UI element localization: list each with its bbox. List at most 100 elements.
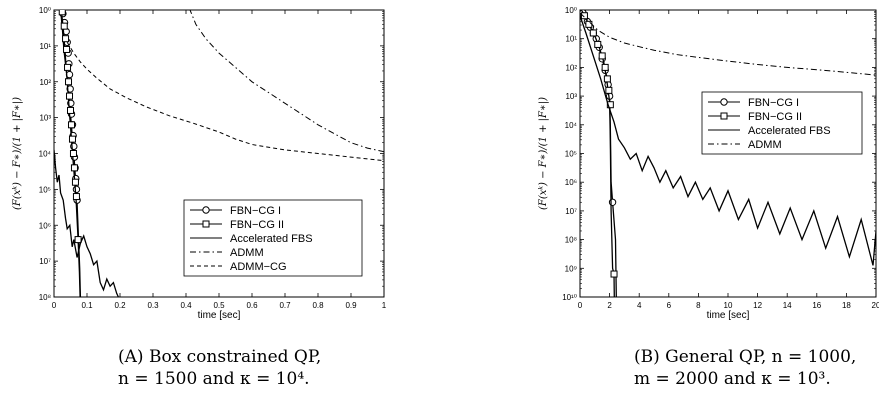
square-marker: [603, 75, 611, 83]
square-marker: [585, 20, 593, 28]
square-marker: [67, 121, 75, 129]
square-marker: [601, 63, 609, 71]
square-marker: [60, 22, 68, 30]
circle-marker: [608, 198, 617, 206]
panel-a: 0 0.1 0.2 0.3 0.4 0.5 0.6 0.7 0.8 0.9 1 10⁸ 10⁷ 10⁶ 10…: [12, 6, 387, 321]
x-tick-label: 10: [724, 301, 733, 310]
square-marker: [598, 52, 606, 60]
legend-label: Accelerated FBS: [230, 233, 313, 245]
series-group: [580, 10, 876, 297]
x-tick-label: 0.9: [345, 301, 357, 310]
x-tick-label: 0.1: [81, 301, 93, 310]
x-axis-label: time [sec]: [707, 310, 750, 321]
x-tick-label: 12: [753, 301, 762, 310]
legend-circle-marker: [202, 206, 210, 214]
y-tick-label: 10⁸: [565, 236, 577, 245]
y-axis-label: (F(xᵏ) − F∗)/(1 + |F∗|): [12, 97, 23, 210]
y-tick-label: 10⁷: [565, 207, 577, 216]
square-marker: [606, 101, 614, 109]
square-marker: [71, 178, 79, 186]
x-tick-label: 0.6: [246, 301, 258, 310]
x-tick-label: 2: [607, 301, 612, 310]
legend-label: ADMM: [748, 139, 782, 151]
legend-square-marker: [720, 112, 728, 120]
square-marker: [64, 63, 72, 71]
x-tick-label: 0.5: [213, 301, 225, 310]
square-marker: [589, 29, 597, 37]
square-marker: [69, 150, 77, 157]
series-line-4: [66, 42, 384, 162]
square-marker: [65, 78, 73, 86]
legend: FBN−CG I FBN−CG II Accelerated FBS ADMM: [701, 91, 863, 155]
x-axis-label: time [sec]: [198, 310, 241, 321]
series-group: [54, 10, 384, 297]
y-tick-label: 10³: [39, 114, 51, 123]
y-tick-label: 10²: [39, 78, 51, 87]
x-tick-label: 16: [812, 301, 821, 310]
square-marker: [63, 45, 71, 53]
legend-circle-marker: [720, 98, 728, 106]
square-marker: [67, 106, 74, 114]
panel-b: 0 2 4 6 8 10 12 14 16 18 20 10¹⁰ 10⁹ 10⁸ 10⁷ 10⁶ 10⁵ 10⁴ 1…: [538, 6, 879, 321]
x-tick-label: 0.7: [279, 301, 291, 310]
legend-label: FBN−CG II: [230, 219, 284, 231]
circle-marker: [66, 85, 74, 93]
square-marker: [72, 193, 80, 201]
y-tick-label: 10⁸: [39, 293, 51, 302]
y-tick-label: 10⁶: [565, 178, 577, 187]
x-tick-label: 0.3: [147, 301, 159, 310]
series-line-3: [580, 12, 876, 76]
x-tick-label: 20: [872, 301, 879, 310]
x-tick-label: 0: [578, 301, 583, 310]
square-marker: [580, 12, 588, 20]
x-tick-label: 8: [696, 301, 701, 310]
y-tick-label: 10⁶: [39, 221, 51, 230]
caption-b: (B) General QP, n = 1000, m = 2000 and κ…: [634, 346, 856, 390]
x-tick-label: 1: [382, 301, 387, 310]
x-tick-label: 4: [637, 301, 642, 310]
y-tick-label: 10⁵: [565, 150, 577, 159]
y-tick-label: 10²: [565, 63, 577, 72]
series-line-2: [54, 149, 119, 297]
y-tick-label: 10⁷: [39, 257, 51, 266]
y-axis-label: (F(xᵏ) − F∗)/(1 + |F∗|): [538, 97, 549, 210]
x-tick-label: 0.2: [114, 301, 126, 310]
square-marker: [58, 10, 66, 16]
x-tick-label: 14: [783, 301, 792, 310]
y-tick-label: 10⁵: [39, 185, 51, 194]
square-marker: [70, 164, 78, 172]
y-tick-label: 10⁴: [39, 150, 52, 159]
circle-marker: [72, 185, 81, 194]
x-tick-label: 0.4: [180, 301, 192, 310]
x-tick-label: 18: [842, 301, 851, 310]
legend-label: FBN−CG I: [748, 97, 799, 109]
legend-label: FBN−CG I: [230, 205, 281, 217]
y-tick-label: 10³: [565, 92, 577, 101]
square-marker: [68, 135, 76, 143]
y-tick-label: 10¹: [565, 35, 577, 44]
caption-a: (A) Box constrained QP, n = 1500 and κ =…: [118, 346, 321, 390]
legend-label: ADMM: [230, 247, 264, 259]
y-tick-label: 10⁰: [39, 6, 51, 15]
y-tick-label: 10⁰: [565, 6, 577, 15]
square-marker: [594, 40, 602, 48]
legend-label: FBN−CG II: [748, 111, 802, 123]
y-tick-label: 10⁹: [565, 264, 577, 273]
legend: FBN−CG I FBN−CG II Accelerated FBS ADMM ADMM…: [183, 199, 363, 277]
square-marker: [62, 35, 70, 43]
legend-label: ADMM−CG: [230, 261, 287, 273]
y-tick-label: 10¹⁰: [562, 293, 577, 302]
y-tick-label: 10¹: [39, 42, 51, 51]
caption-b-line2: m = 2000 and κ = 10³.: [634, 369, 831, 389]
caption-b-line1: (B) General QP, n = 1000,: [634, 347, 857, 367]
square-marker: [605, 86, 613, 94]
y-tick-label: 10⁴: [565, 121, 578, 130]
legend-label: Accelerated FBS: [748, 125, 831, 137]
square-marker: [66, 92, 74, 100]
series-line-2: [580, 15, 876, 266]
square-marker: [74, 236, 82, 244]
caption-a-line2: n = 1500 and κ = 10⁴.: [118, 369, 310, 389]
legend-square-marker: [202, 220, 210, 228]
caption-a-line1: (A) Box constrained QP,: [118, 347, 322, 367]
